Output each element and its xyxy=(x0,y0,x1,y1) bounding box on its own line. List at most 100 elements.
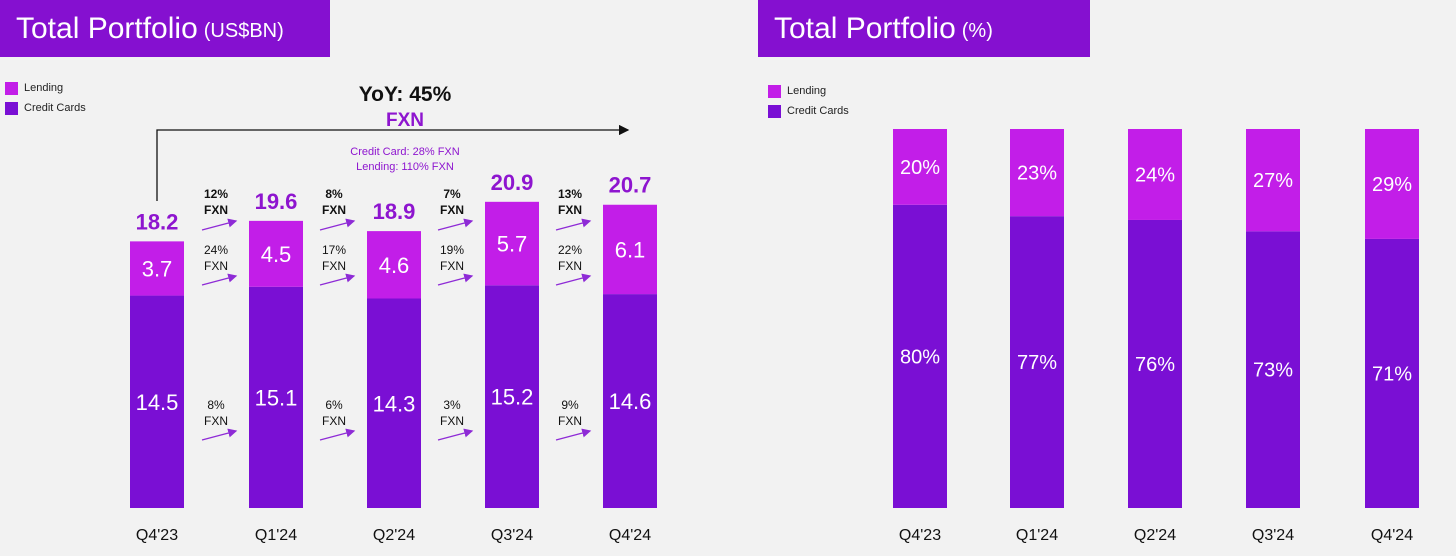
label-credit-cards-q4-24: 14.6 xyxy=(609,389,652,414)
right-title-unit: (%) xyxy=(961,20,993,42)
label-lending-q3-24: 5.7 xyxy=(497,232,528,257)
bar-credit-cards-q3-24 xyxy=(485,285,539,508)
pct-label-credit-cards-q2-24: 76% xyxy=(1135,354,1175,376)
pct-x-tick-q2-24: Q2'24 xyxy=(1134,527,1176,544)
growth-lending-pct-0: 24% xyxy=(204,243,228,257)
label-lending-q4-23: 3.7 xyxy=(142,256,173,281)
pct-bar-lending-q2-24 xyxy=(1128,129,1182,220)
label-credit-cards-q1-24: 15.1 xyxy=(255,385,298,410)
yoy-note-lending: Lending: 110% FXN xyxy=(356,161,454,173)
growth-credit-cards-fxn-0: FXN xyxy=(204,414,228,428)
label-credit-cards-q3-24: 15.2 xyxy=(491,385,534,410)
bar-lending-q3-24 xyxy=(485,201,539,286)
pct-bar-credit-cards-q2-24 xyxy=(1128,219,1182,508)
pct-label-credit-cards-q4-23: 80% xyxy=(900,346,940,368)
x-tick-q3-24: Q3'24 xyxy=(491,527,533,544)
growth-arrow-total-0 xyxy=(201,218,238,231)
x-tick-q1-24: Q1'24 xyxy=(255,527,297,544)
label-total-q1-24: 19.6 xyxy=(255,189,298,214)
bar-credit-cards-q4-24 xyxy=(603,294,657,508)
pct-bar-credit-cards-q1-24 xyxy=(1010,216,1064,509)
growth-total-pct-3: 13% xyxy=(558,187,582,201)
bar-credit-cards-q4-23 xyxy=(130,295,184,508)
growth-arrow-total-3 xyxy=(555,218,592,231)
bar-credit-cards-q2-24 xyxy=(367,298,421,508)
bar-lending-q4-24 xyxy=(603,204,657,295)
bar-lending-q1-24 xyxy=(249,220,303,287)
x-tick-q4-23: Q4'23 xyxy=(136,527,178,544)
pct-bar-lending-q4-23 xyxy=(893,129,947,205)
label-total-q2-24: 18.9 xyxy=(373,199,416,224)
right-panel-title: Total Portfolio (%) xyxy=(758,0,1090,57)
growth-arrow-total-2 xyxy=(437,218,474,231)
legend-swatch-lending-pct xyxy=(768,84,781,98)
label-lending-q4-24: 6.1 xyxy=(615,237,646,262)
legend-label-credit-cards-pct: Credit Cards xyxy=(787,105,849,117)
pct-bar-credit-cards-q4-24 xyxy=(1365,238,1419,508)
pct-bar-lending-q4-24 xyxy=(1365,129,1419,239)
legend-label-lending-pct: Lending xyxy=(787,85,827,97)
left-panel-title: Total Portfolio (US$BN) xyxy=(0,0,330,57)
right-title-text: Total Portfolio xyxy=(774,11,956,45)
pct-x-tick-q4-24: Q4'24 xyxy=(1371,527,1413,544)
growth-credit-cards-pct-0: 8% xyxy=(207,398,225,412)
label-total-q4-24: 20.7 xyxy=(609,173,652,198)
growth-total-pct-1: 8% xyxy=(325,187,343,201)
growth-lending-fxn-3: FXN xyxy=(558,259,582,273)
growth-credit-cards-pct-1: 6% xyxy=(325,398,343,412)
growth-lending-fxn-2: FXN xyxy=(440,259,464,273)
right-chart: 80% 20% Q4'23 77% 23% Q1'24 76% 24% Q2'24 73% 27% Q… xyxy=(893,129,1419,544)
label-lending-q1-24: 4.5 xyxy=(261,242,292,267)
pct-bar-credit-cards-q3-24 xyxy=(1246,231,1300,508)
yoy-sub: FXN xyxy=(386,110,424,131)
growth-credit-cards-fxn-3: FXN xyxy=(558,414,582,428)
bar-credit-cards-q1-24 xyxy=(249,286,303,508)
bar-lending-q4-23 xyxy=(130,241,184,296)
pct-label-lending-q4-23: 20% xyxy=(900,157,940,179)
growth-lending-pct-3: 22% xyxy=(558,243,582,257)
growth-arrow-lending-0 xyxy=(201,273,238,286)
yoy-label: YoY: 45% xyxy=(359,83,452,106)
legend-swatch-lending xyxy=(5,81,18,95)
bar-lending-q2-24 xyxy=(367,231,421,299)
growth-lending-fxn-0: FXN xyxy=(204,259,228,273)
growth-credit-cards-pct-2: 3% xyxy=(443,398,461,412)
growth-total-fxn-1: FXN xyxy=(322,203,346,217)
left-title-unit: (US$BN) xyxy=(203,20,284,42)
pct-bar-lending-q1-24 xyxy=(1010,129,1064,217)
pct-label-credit-cards-q1-24: 77% xyxy=(1017,352,1057,374)
x-tick-q4-24: Q4'24 xyxy=(609,527,651,544)
label-credit-cards-q2-24: 14.3 xyxy=(373,391,416,416)
label-total-q4-23: 18.2 xyxy=(136,209,179,234)
growth-total-fxn-2: FXN xyxy=(440,203,464,217)
growth-lending-pct-2: 19% xyxy=(440,243,464,257)
pct-bar-credit-cards-q4-23 xyxy=(893,204,947,509)
pct-label-lending-q3-24: 27% xyxy=(1253,170,1293,192)
pct-x-tick-q4-23: Q4'23 xyxy=(899,527,941,544)
pct-label-lending-q4-24: 29% xyxy=(1372,174,1412,196)
growth-total-fxn-0: FXN xyxy=(204,203,228,217)
left-chart: YoY: 45% FXN Credit Card: 28% FXN Lendin… xyxy=(130,83,657,544)
legend-item-lending: Lending xyxy=(5,78,86,98)
growth-credit-cards-pct-3: 9% xyxy=(561,398,579,412)
growth-lending-pct-1: 17% xyxy=(322,243,346,257)
growth-arrow-lending-1 xyxy=(319,273,356,286)
yoy-annotation: YoY: 45% FXN Credit Card: 28% FXN Lendin… xyxy=(156,83,630,201)
pct-label-lending-q1-24: 23% xyxy=(1017,163,1057,185)
right-legend: Lending Credit Cards xyxy=(768,81,849,121)
legend-item-lending-pct: Lending xyxy=(768,81,849,101)
legend-label-lending: Lending xyxy=(24,82,64,94)
growth-credit-cards-fxn-1: FXN xyxy=(322,414,346,428)
growth-arrow-total-1 xyxy=(319,218,356,231)
legend-item-credit-cards: Credit Cards xyxy=(5,98,86,118)
pct-bar-lending-q3-24 xyxy=(1246,129,1300,232)
growth-total-fxn-3: FXN xyxy=(558,203,582,217)
growth-lending-fxn-1: FXN xyxy=(322,259,346,273)
pct-label-lending-q2-24: 24% xyxy=(1135,164,1175,186)
pct-label-credit-cards-q4-24: 71% xyxy=(1372,363,1412,385)
legend-label-credit-cards: Credit Cards xyxy=(24,102,86,114)
label-credit-cards-q4-23: 14.5 xyxy=(136,390,179,415)
growth-arrow-lending-2 xyxy=(437,273,474,286)
growth-arrow-lending-3 xyxy=(555,273,592,286)
x-tick-q2-24: Q2'24 xyxy=(373,527,415,544)
